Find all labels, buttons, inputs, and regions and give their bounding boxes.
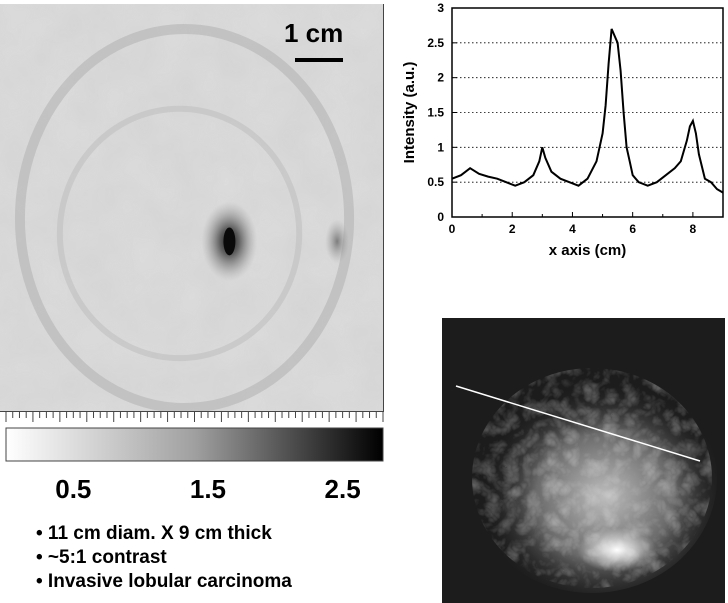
y-tick-label: 2.5 (427, 36, 444, 50)
specimen-photo (442, 318, 725, 603)
breast-reconstruction-image (0, 4, 384, 412)
y-tick-label: 1.5 (427, 106, 444, 120)
note-item: • 11 cm diam. X 9 cm thick (36, 523, 272, 544)
profile-series-line (451, 28, 724, 194)
y-tick-label: 1 (437, 140, 444, 154)
colorbar-tick-label: 2.5 (324, 474, 361, 504)
colorbar (5, 412, 384, 462)
y-tick-label: 3 (437, 1, 444, 15)
colorbar-tick-label: 1.5 (189, 474, 227, 504)
intensity-profile-chart: 0 0.5 1 1.5 2 2.5 3 0 2 4 6 8 x axis (cm) Intensity (… (401, 1, 724, 259)
colorbar-ticks (5, 412, 384, 422)
note-item: • Invasive lobular carcinoma (36, 571, 292, 592)
x-tick-label: 4 (569, 222, 576, 236)
y-tick-label: 0 (437, 210, 444, 224)
scale-bar (295, 58, 343, 62)
y-tick-label: 0.5 (427, 175, 444, 189)
notes-list: • 11 cm diam. X 9 cm thick • ~5:1 contra… (36, 522, 292, 594)
x-tick-label: 2 (509, 222, 516, 236)
y-axis-label: Intensity (a.u.) (401, 62, 418, 164)
colorbar-gradient (5, 427, 384, 462)
x-tick-label: 6 (629, 222, 636, 236)
x-tick-label: 8 (690, 222, 697, 236)
profile-line (455, 385, 701, 462)
note-item: • ~5:1 contrast (36, 547, 167, 568)
colorbar-tick-label: 0.5 (55, 474, 92, 504)
scale-bar-label: 1 cm (284, 18, 344, 48)
x-tick-label: 0 (449, 222, 456, 236)
x-axis-label: x axis (cm) (549, 242, 627, 259)
y-tick-label: 2 (437, 71, 444, 85)
